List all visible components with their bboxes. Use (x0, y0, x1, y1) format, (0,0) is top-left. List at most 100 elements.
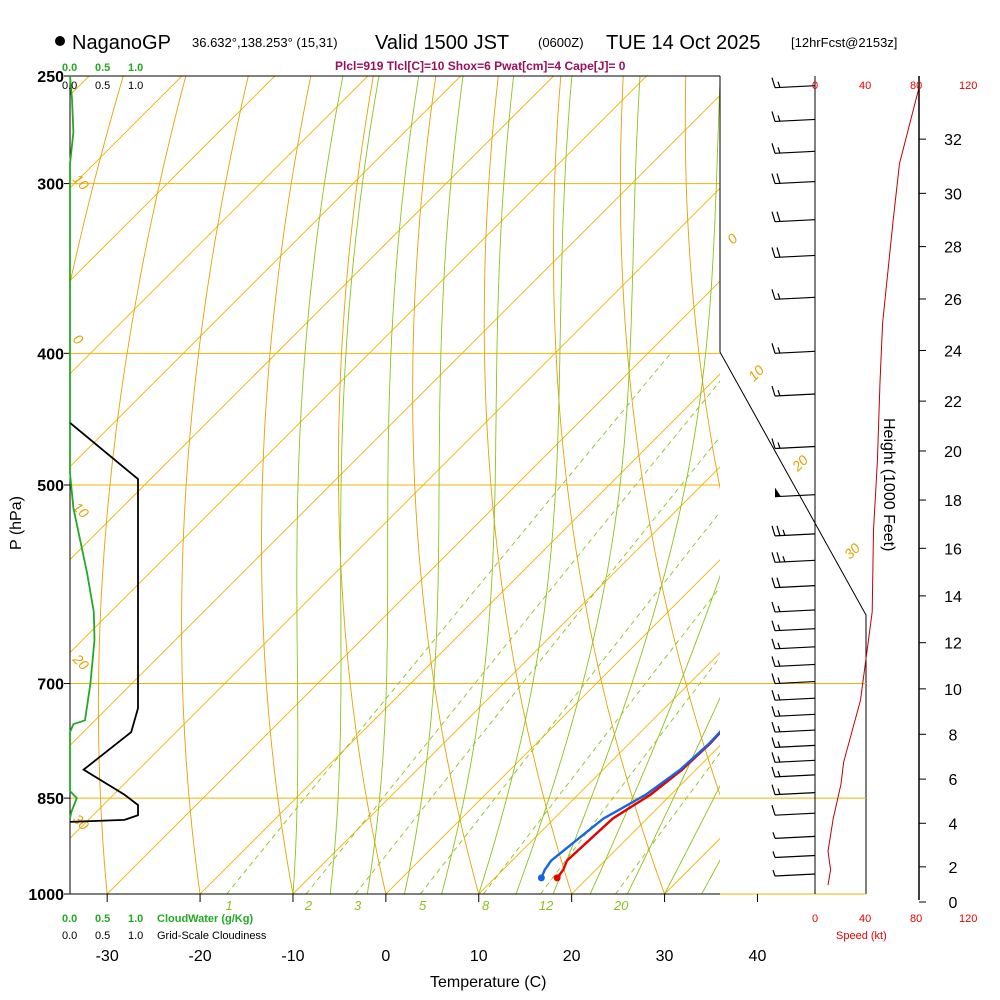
mixing-ratio-label: 12 (539, 898, 554, 913)
dry-adiabat (619, 76, 720, 796)
wind-barb (771, 620, 816, 632)
wind-barb-half-feather (777, 741, 781, 748)
dry-adiabat (748, 76, 943, 894)
cl-tick-bot-1: 0.5 (95, 930, 110, 942)
dry-adiabat (553, 76, 666, 894)
mixing-ratio-line (540, 656, 720, 894)
wind-barb-staff (774, 759, 816, 763)
wind-barb (771, 737, 816, 748)
wind-barb-staff (774, 835, 816, 839)
wind-barb-half-feather (777, 677, 781, 684)
mixing-ratio-label: 2 (304, 898, 313, 913)
height-tick-label: 12 (944, 636, 962, 653)
height-tick-label: 20 (944, 444, 962, 461)
wind-barb-half-feather (777, 770, 781, 778)
pressure-tick-label: 500 (37, 478, 64, 495)
wind-barb (771, 247, 816, 259)
wind-barb (771, 638, 816, 650)
speed-tick-bot-1: 40 (859, 913, 871, 925)
wind-barb (771, 385, 816, 397)
cloud-water-label: CloudWater (g/Kg) (157, 913, 253, 925)
moist-adiabat (664, 785, 720, 894)
cl-tick-bot-0: 0.0 (62, 930, 77, 942)
wind-barb-feather (776, 577, 781, 588)
mixing-ratio-line (226, 353, 672, 894)
station-name: NaganoGP (72, 32, 171, 54)
wind-barb-staff (774, 494, 816, 498)
wind-speed-line (827, 87, 920, 886)
wind-barb-feather (771, 173, 776, 184)
wind-barb-half-feather (777, 147, 781, 154)
dry-adiabat (412, 76, 480, 894)
wind-barb-half-feather (777, 347, 781, 354)
wind-barb-staff (774, 559, 816, 563)
isotherm-line (70, 187, 720, 839)
isotherm-line (70, 76, 461, 468)
speed-tick-top-2: 80 (910, 80, 922, 92)
mixing-ratio-line (483, 586, 720, 894)
cloudiness-label: Grid-Scale Cloudiness (157, 930, 267, 942)
height-tick-label: 0 (949, 895, 958, 912)
wind-barb-staff (774, 646, 816, 650)
speed-tick-top-1: 40 (859, 80, 871, 92)
wind-barb (771, 673, 816, 685)
wind-barb-feather (771, 289, 776, 300)
height-tick-label: 6 (949, 772, 958, 789)
y-axis-title: P (hPa) (8, 496, 25, 550)
isotherm-line (199, 373, 720, 894)
wind-barb-feather (771, 211, 776, 222)
wind-barb-feather (776, 211, 781, 222)
isotherm-line (106, 280, 720, 894)
wind-barb-feather (771, 706, 776, 717)
wind-barb-staff (774, 445, 816, 450)
wind-barb-feather (771, 721, 776, 733)
height-tick-label: 30 (944, 186, 962, 203)
height-tick-label: 18 (944, 493, 962, 510)
wind-barb-feather (771, 143, 776, 154)
wind-barb-staff (774, 350, 816, 354)
valid-date: TUE 14 Oct 2025 (606, 32, 761, 54)
x-axis-title: Temperature (C) (430, 974, 546, 991)
temperature-tick-label: -10 (281, 948, 304, 965)
isotherm-line (70, 76, 554, 561)
wind-barb (771, 289, 816, 300)
wind-barb-staff (774, 713, 816, 717)
moist-adiabat (292, 76, 344, 894)
wind-barb (771, 438, 816, 450)
cloudiness-line (69, 422, 139, 823)
wind-barb-feather (771, 77, 776, 88)
wind-barb-half-feather (777, 293, 781, 300)
wind-barb-feather (771, 620, 776, 631)
wind-barb-feather (771, 525, 776, 537)
wind-barb (771, 525, 816, 537)
wind-barb (771, 721, 816, 733)
isotherm-line (70, 76, 276, 282)
wind-barb-feather (771, 577, 776, 588)
wind-barb (774, 487, 816, 498)
wind-barb (771, 784, 816, 796)
wind-barb-feather (771, 438, 776, 449)
wind-barb-feather (771, 752, 776, 763)
wind-barb-half-feather (777, 693, 781, 701)
wind-barb-half-feather (777, 725, 781, 733)
temperature-tick-label: 40 (749, 948, 767, 965)
wind-barb-feather (771, 673, 776, 684)
cw-tick-bot-2: 1.0 (128, 913, 143, 925)
wind-barb-feather (771, 552, 776, 563)
wind-barb (771, 766, 816, 778)
temperature-line (556, 731, 720, 879)
dry-adiabat-label: 10 (70, 171, 92, 193)
height-axis-title: Height (1000 Feet) (880, 418, 897, 551)
wind-barb-staff (774, 254, 816, 259)
moist-adiabat (403, 76, 464, 894)
mixing-ratio-line (354, 436, 720, 894)
pressure-tick-label: 700 (37, 677, 64, 694)
wind-barb-half-feather (772, 869, 776, 877)
speed-tick-top-3: 120 (959, 80, 977, 92)
thermo-diagram-area (70, 76, 943, 894)
wind-barb-feather (776, 552, 781, 563)
isotherm-label: 10 (745, 362, 767, 384)
pressure-tick-label: 1000 (28, 887, 64, 904)
